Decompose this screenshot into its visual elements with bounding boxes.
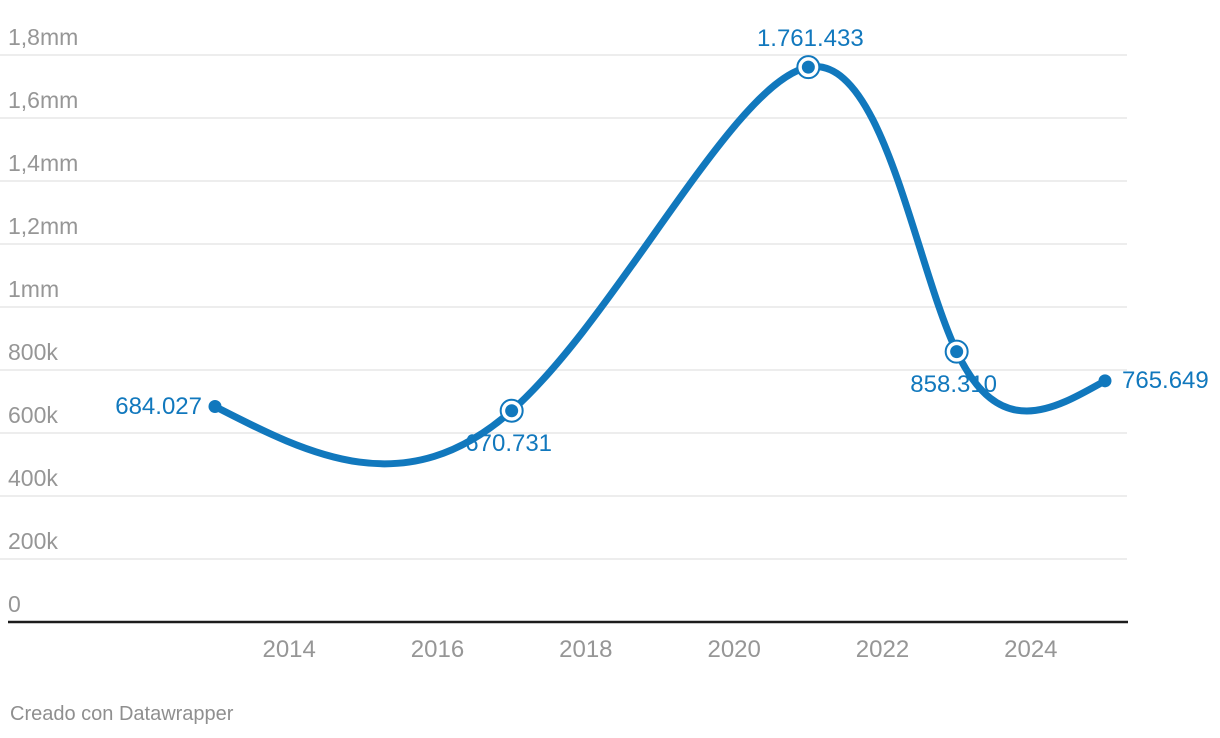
data-point: [801, 60, 815, 74]
y-tick-label: 0: [8, 591, 21, 617]
x-tick-label: 2018: [559, 636, 612, 663]
y-tick-label: 1,8mm: [8, 24, 78, 50]
x-tick-label: 2022: [856, 636, 909, 663]
attribution-text: Creado con Datawrapper: [10, 703, 234, 725]
y-tick-label: 1,4mm: [8, 150, 78, 176]
x-tick-label: 2016: [411, 636, 464, 663]
y-tick-label: 600k: [8, 402, 58, 428]
y-tick-label: 1,6mm: [8, 87, 78, 113]
y-tick-label: 1mm: [8, 276, 59, 302]
data-line: [211, 63, 1109, 468]
x-tick-label: 2024: [1004, 636, 1057, 663]
data-point: [950, 345, 964, 359]
y-tick-label: 400k: [8, 465, 58, 491]
x-tick-label: 2014: [262, 636, 315, 663]
y-tick-label: 200k: [8, 528, 58, 554]
y-tick-label: 1,2mm: [8, 213, 78, 239]
x-tick-label: 2020: [707, 636, 760, 663]
data-point: [505, 404, 519, 418]
data-point: [1098, 374, 1112, 388]
data-point: [208, 400, 222, 414]
y-tick-label: 800k: [8, 339, 58, 365]
